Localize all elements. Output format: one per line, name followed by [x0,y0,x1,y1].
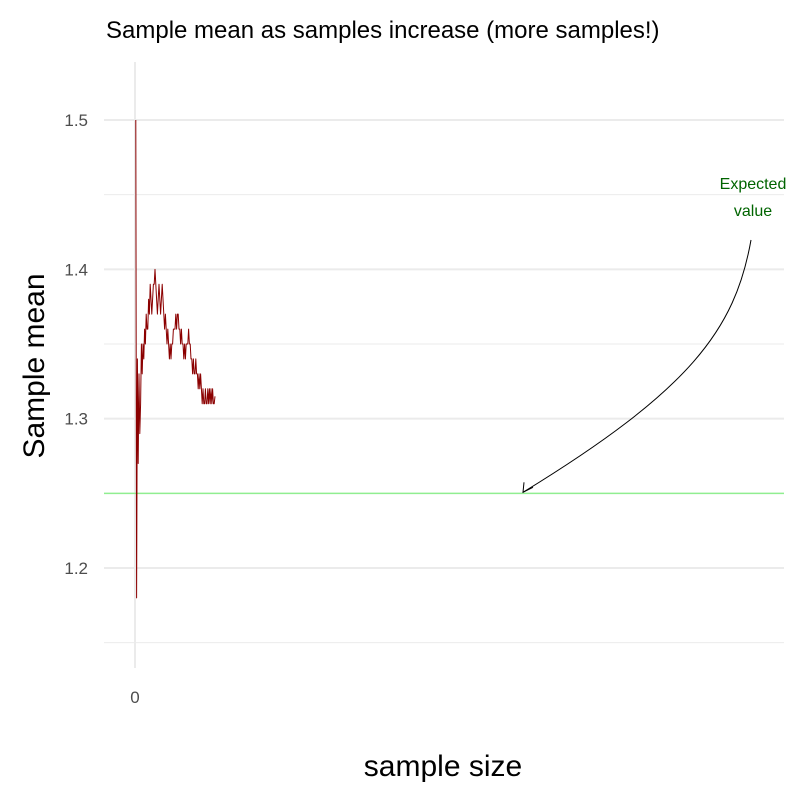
annotation-arrowhead [522,482,534,494]
y-tick-label: 1.4 [64,260,88,279]
annotation-label: value [734,203,772,220]
major-gridlines [104,62,784,668]
x-tick-label: 0 [130,688,139,707]
series-layer [135,119,216,599]
annotation-layer: Expected value [522,176,787,494]
tick-label-layer: 1.2 1.3 1.4 1.5 0 [64,111,139,707]
sample-mean-line [135,119,216,599]
y-axis-title: Sample mean [18,273,51,458]
chart-title: Sample mean as samples increase (more sa… [106,17,660,44]
y-tick-label: 1.5 [64,111,88,130]
annotation-arrow [522,239,752,493]
annotation-label: Expected [720,176,787,193]
x-axis-title: sample size [364,750,522,783]
y-tick-label: 1.3 [64,410,88,429]
y-tick-label: 1.2 [64,559,88,578]
